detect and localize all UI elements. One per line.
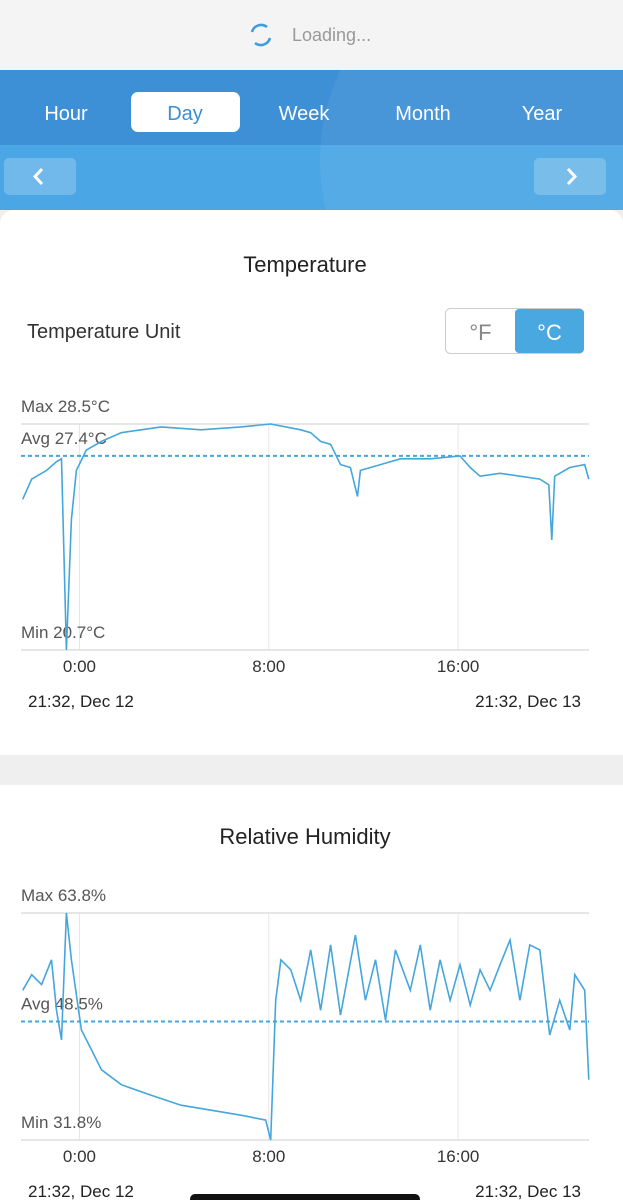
x-tick-label: 8:00 (252, 1147, 285, 1166)
next-icon (566, 167, 578, 186)
x-tick-label: 0:00 (63, 1147, 96, 1166)
y-tick-label: Max 28.5°C (21, 397, 110, 416)
x-tick-label: 0:00 (63, 657, 96, 676)
tab-selected-bg (131, 92, 240, 132)
toggle-selected-bg (515, 309, 584, 353)
range-end-label: 21:32, Dec 13 (475, 692, 581, 711)
data-line (21, 423, 590, 651)
tab[interactable]: Hour (44, 103, 88, 125)
spinner-arc (250, 23, 268, 33)
tab[interactable]: Year (522, 103, 563, 125)
x-tick-label: 16:00 (437, 1147, 480, 1166)
tab-group: Hour Day Week Month Year (44, 92, 563, 132)
prev-icon (32, 167, 44, 186)
decor (320, 70, 623, 210)
tab[interactable]: Month (395, 103, 451, 125)
data-line (22, 912, 590, 1141)
unit-toggle: °F °C (445, 308, 584, 354)
unit-label: Temperature Unit (27, 321, 181, 343)
tab-bar (0, 70, 623, 145)
prev-button[interactable] (4, 158, 76, 195)
y-tick-label: Max 63.8% (21, 886, 106, 905)
unit-option[interactable]: °C (537, 320, 562, 345)
chart-title: Relative Humidity (219, 824, 390, 849)
range-start-label: 21:32, Dec 12 (28, 1182, 134, 1200)
temperature-card (0, 210, 623, 755)
range-end-label: 21:32, Dec 13 (475, 1182, 581, 1200)
y-tick-label: Avg 27.4°C (21, 429, 107, 448)
spinner (250, 23, 272, 47)
tab[interactable]: Week (279, 103, 331, 125)
tab[interactable]: Day (167, 103, 203, 125)
x-tick-label: 16:00 (437, 657, 480, 676)
next-button[interactable] (534, 158, 606, 195)
y-tick-label: Min 31.8% (21, 1113, 101, 1132)
x-tick-label: 8:00 (252, 657, 285, 676)
spinner-arc (254, 37, 272, 47)
loading-text: Loading... (292, 25, 371, 45)
home-indicator (190, 1194, 420, 1200)
chart-title: Temperature (243, 252, 367, 277)
y-tick-label: Avg 48.5% (21, 995, 103, 1014)
charts: Temperature 0:00 8:00 16:00 Max 28.5°C Avg 27… (21, 252, 590, 1200)
nav-band (0, 70, 623, 210)
status-bar (0, 0, 623, 70)
range-start-label: 21:32, Dec 12 (28, 692, 134, 711)
y-tick-label: Min 20.7°C (21, 623, 105, 642)
unit-option[interactable]: °F (469, 320, 491, 345)
